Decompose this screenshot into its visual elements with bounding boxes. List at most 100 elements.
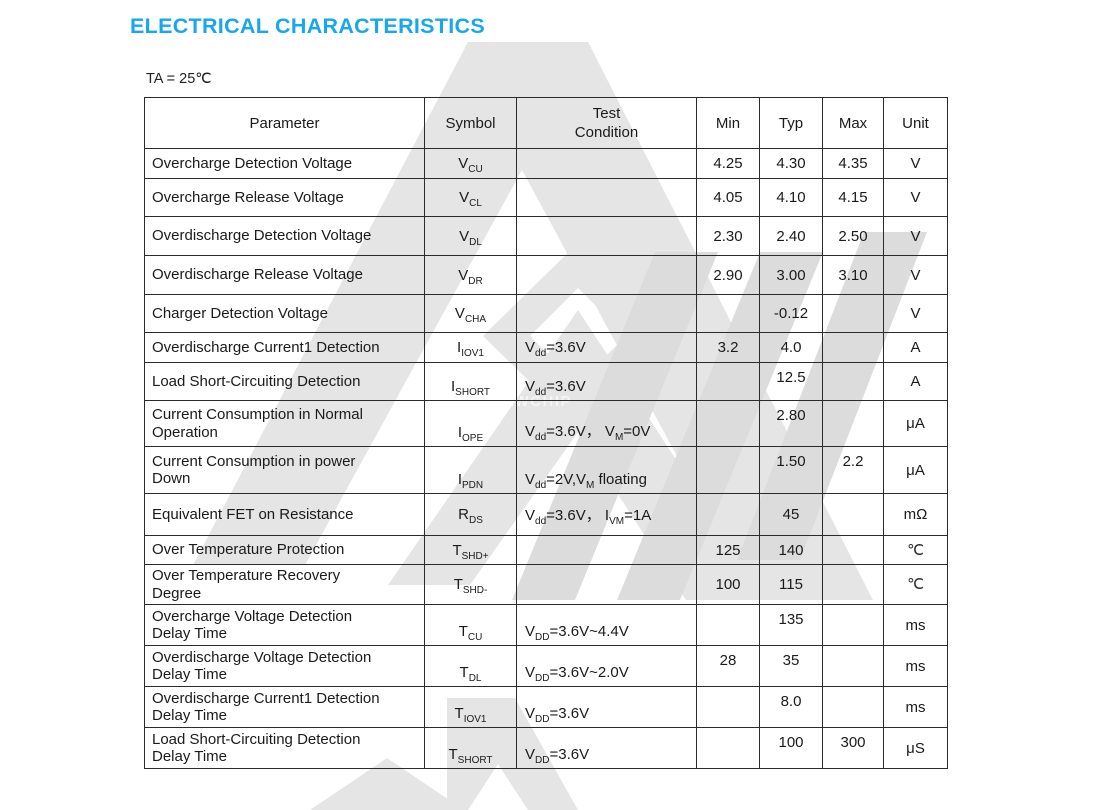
cell-unit: ms <box>883 604 948 646</box>
cell-min <box>696 294 760 333</box>
cell-typ: 135 <box>759 604 823 646</box>
cell-symbol: TSHD- <box>424 564 517 605</box>
cell-condition <box>516 178 697 217</box>
cell-parameter: Equivalent FET on Resistance <box>144 493 425 536</box>
cell-condition <box>516 294 697 333</box>
cell-max <box>822 604 884 646</box>
cell-condition: Vdd=3.6V <box>516 332 697 363</box>
table-row: Current Consumption in Normal Operation I… <box>144 400 948 447</box>
cell-parameter: Over Temperature Protection <box>144 535 425 565</box>
cell-parameter: Charger Detection Voltage <box>144 294 425 333</box>
column-header-unit: Unit <box>883 97 948 149</box>
cell-condition <box>516 216 697 256</box>
cell-condition: VDD=3.6V~4.4V <box>516 604 697 646</box>
table-row: Overcharge Release Voltage VCL 4.05 4.10 4.1… <box>144 178 948 217</box>
cell-max <box>822 362 884 401</box>
cell-max: 2.50 <box>822 216 884 256</box>
column-header-test-condition: Test Condition <box>516 97 697 149</box>
cell-min <box>696 686 760 728</box>
ambient-temperature-note: TA = 25℃ <box>146 71 212 87</box>
table-row: Load Short-Circuiting Detection Delay Ti… <box>144 727 948 769</box>
cell-max: 2.2 <box>822 446 884 494</box>
table-row: Charger Detection Voltage VCHA -0.12 V <box>144 294 948 333</box>
cell-condition: VDD=3.6V <box>516 727 697 769</box>
cell-min: 4.25 <box>696 148 760 179</box>
cell-min: 3.2 <box>696 332 760 363</box>
cell-parameter: Current Consumption in power Down <box>144 446 425 494</box>
table-row: Overcharge Voltage Detection Delay Time T… <box>144 604 948 646</box>
cell-max <box>822 400 884 447</box>
electrical-characteristics-table: Parameter Symbol Test Condition Min Typ … <box>144 97 948 769</box>
cell-typ: 4.10 <box>759 178 823 217</box>
cell-symbol: VDL <box>424 216 517 256</box>
cell-parameter: Overcharge Detection Voltage <box>144 148 425 179</box>
cell-min: 28 <box>696 645 760 687</box>
table-row: Equivalent FET on Resistance RDS Vdd=3.6V，… <box>144 493 948 536</box>
cell-symbol: VCHA <box>424 294 517 333</box>
cell-typ: 1.50 <box>759 446 823 494</box>
cell-unit: ℃ <box>883 564 948 605</box>
cell-unit: V <box>883 294 948 333</box>
cell-max <box>822 535 884 565</box>
cell-max <box>822 493 884 536</box>
cell-symbol: IOPE <box>424 400 517 447</box>
cell-condition: VDD=3.6V~2.0V <box>516 645 697 687</box>
cell-typ: 2.80 <box>759 400 823 447</box>
cell-min <box>696 400 760 447</box>
cell-max: 4.15 <box>822 178 884 217</box>
cell-typ: -0.12 <box>759 294 823 333</box>
cell-parameter: Load Short-Circuiting Detection Delay Ti… <box>144 727 425 769</box>
cell-unit: V <box>883 216 948 256</box>
cell-unit: mΩ <box>883 493 948 536</box>
cell-parameter: Current Consumption in Normal Operation <box>144 400 425 447</box>
cell-min <box>696 362 760 401</box>
cell-unit: μA <box>883 400 948 447</box>
cell-symbol: TDL <box>424 645 517 687</box>
cell-typ: 2.40 <box>759 216 823 256</box>
cell-parameter: Overdischarge Current1 Detection Delay T… <box>144 686 425 728</box>
table-row: Overdischarge Current1 Detection IIOV1 Vdd… <box>144 332 948 363</box>
cell-max <box>822 564 884 605</box>
cell-symbol: ISHORT <box>424 362 517 401</box>
page-title: ELECTRICAL CHARACTERISTICS <box>130 14 485 38</box>
table-row: Overdischarge Voltage Detection Delay Ti… <box>144 645 948 687</box>
cell-symbol: VDR <box>424 255 517 295</box>
cell-symbol: TSHD+ <box>424 535 517 565</box>
cell-typ: 140 <box>759 535 823 565</box>
cell-min <box>696 446 760 494</box>
cell-min: 4.05 <box>696 178 760 217</box>
table-row: Load Short-Circuiting Detection ISHORT Vdd… <box>144 362 948 401</box>
column-header-min: Min <box>696 97 760 149</box>
column-header-parameter: Parameter <box>144 97 425 149</box>
cell-typ: 4.30 <box>759 148 823 179</box>
cell-unit: V <box>883 255 948 295</box>
cell-condition: VDD=3.6V <box>516 686 697 728</box>
table-row: Overdischarge Detection Voltage VDL 2.30 2.… <box>144 216 948 256</box>
header-row: Parameter Symbol Test Condition Min Typ … <box>144 97 948 149</box>
cell-symbol: IIOV1 <box>424 332 517 363</box>
cell-unit: V <box>883 178 948 217</box>
cell-condition <box>516 564 697 605</box>
table-row: Overdischarge Release Voltage VDR 2.90 3.00… <box>144 255 948 295</box>
cell-max <box>822 686 884 728</box>
column-header-typ: Typ <box>759 97 823 149</box>
cell-typ: 35 <box>759 645 823 687</box>
table-row: Overdischarge Current1 Detection Delay T… <box>144 686 948 728</box>
table-header: Parameter Symbol Test Condition Min Typ … <box>144 97 948 149</box>
cell-unit: ms <box>883 645 948 687</box>
cell-parameter: Overdischarge Voltage Detection Delay Ti… <box>144 645 425 687</box>
cell-max <box>822 645 884 687</box>
table-row: Current Consumption in power Down IPDN Vdd… <box>144 446 948 494</box>
cell-unit: A <box>883 362 948 401</box>
cell-symbol: TCU <box>424 604 517 646</box>
cell-parameter: Overcharge Voltage Detection Delay Time <box>144 604 425 646</box>
cell-max <box>822 332 884 363</box>
column-header-max: Max <box>822 97 884 149</box>
cell-unit: ℃ <box>883 535 948 565</box>
cell-symbol: RDS <box>424 493 517 536</box>
watermark-shape <box>310 758 464 810</box>
cell-condition: Vdd=2V,VM floating <box>516 446 697 494</box>
cell-parameter: Overcharge Release Voltage <box>144 178 425 217</box>
column-header-symbol: Symbol <box>424 97 517 149</box>
